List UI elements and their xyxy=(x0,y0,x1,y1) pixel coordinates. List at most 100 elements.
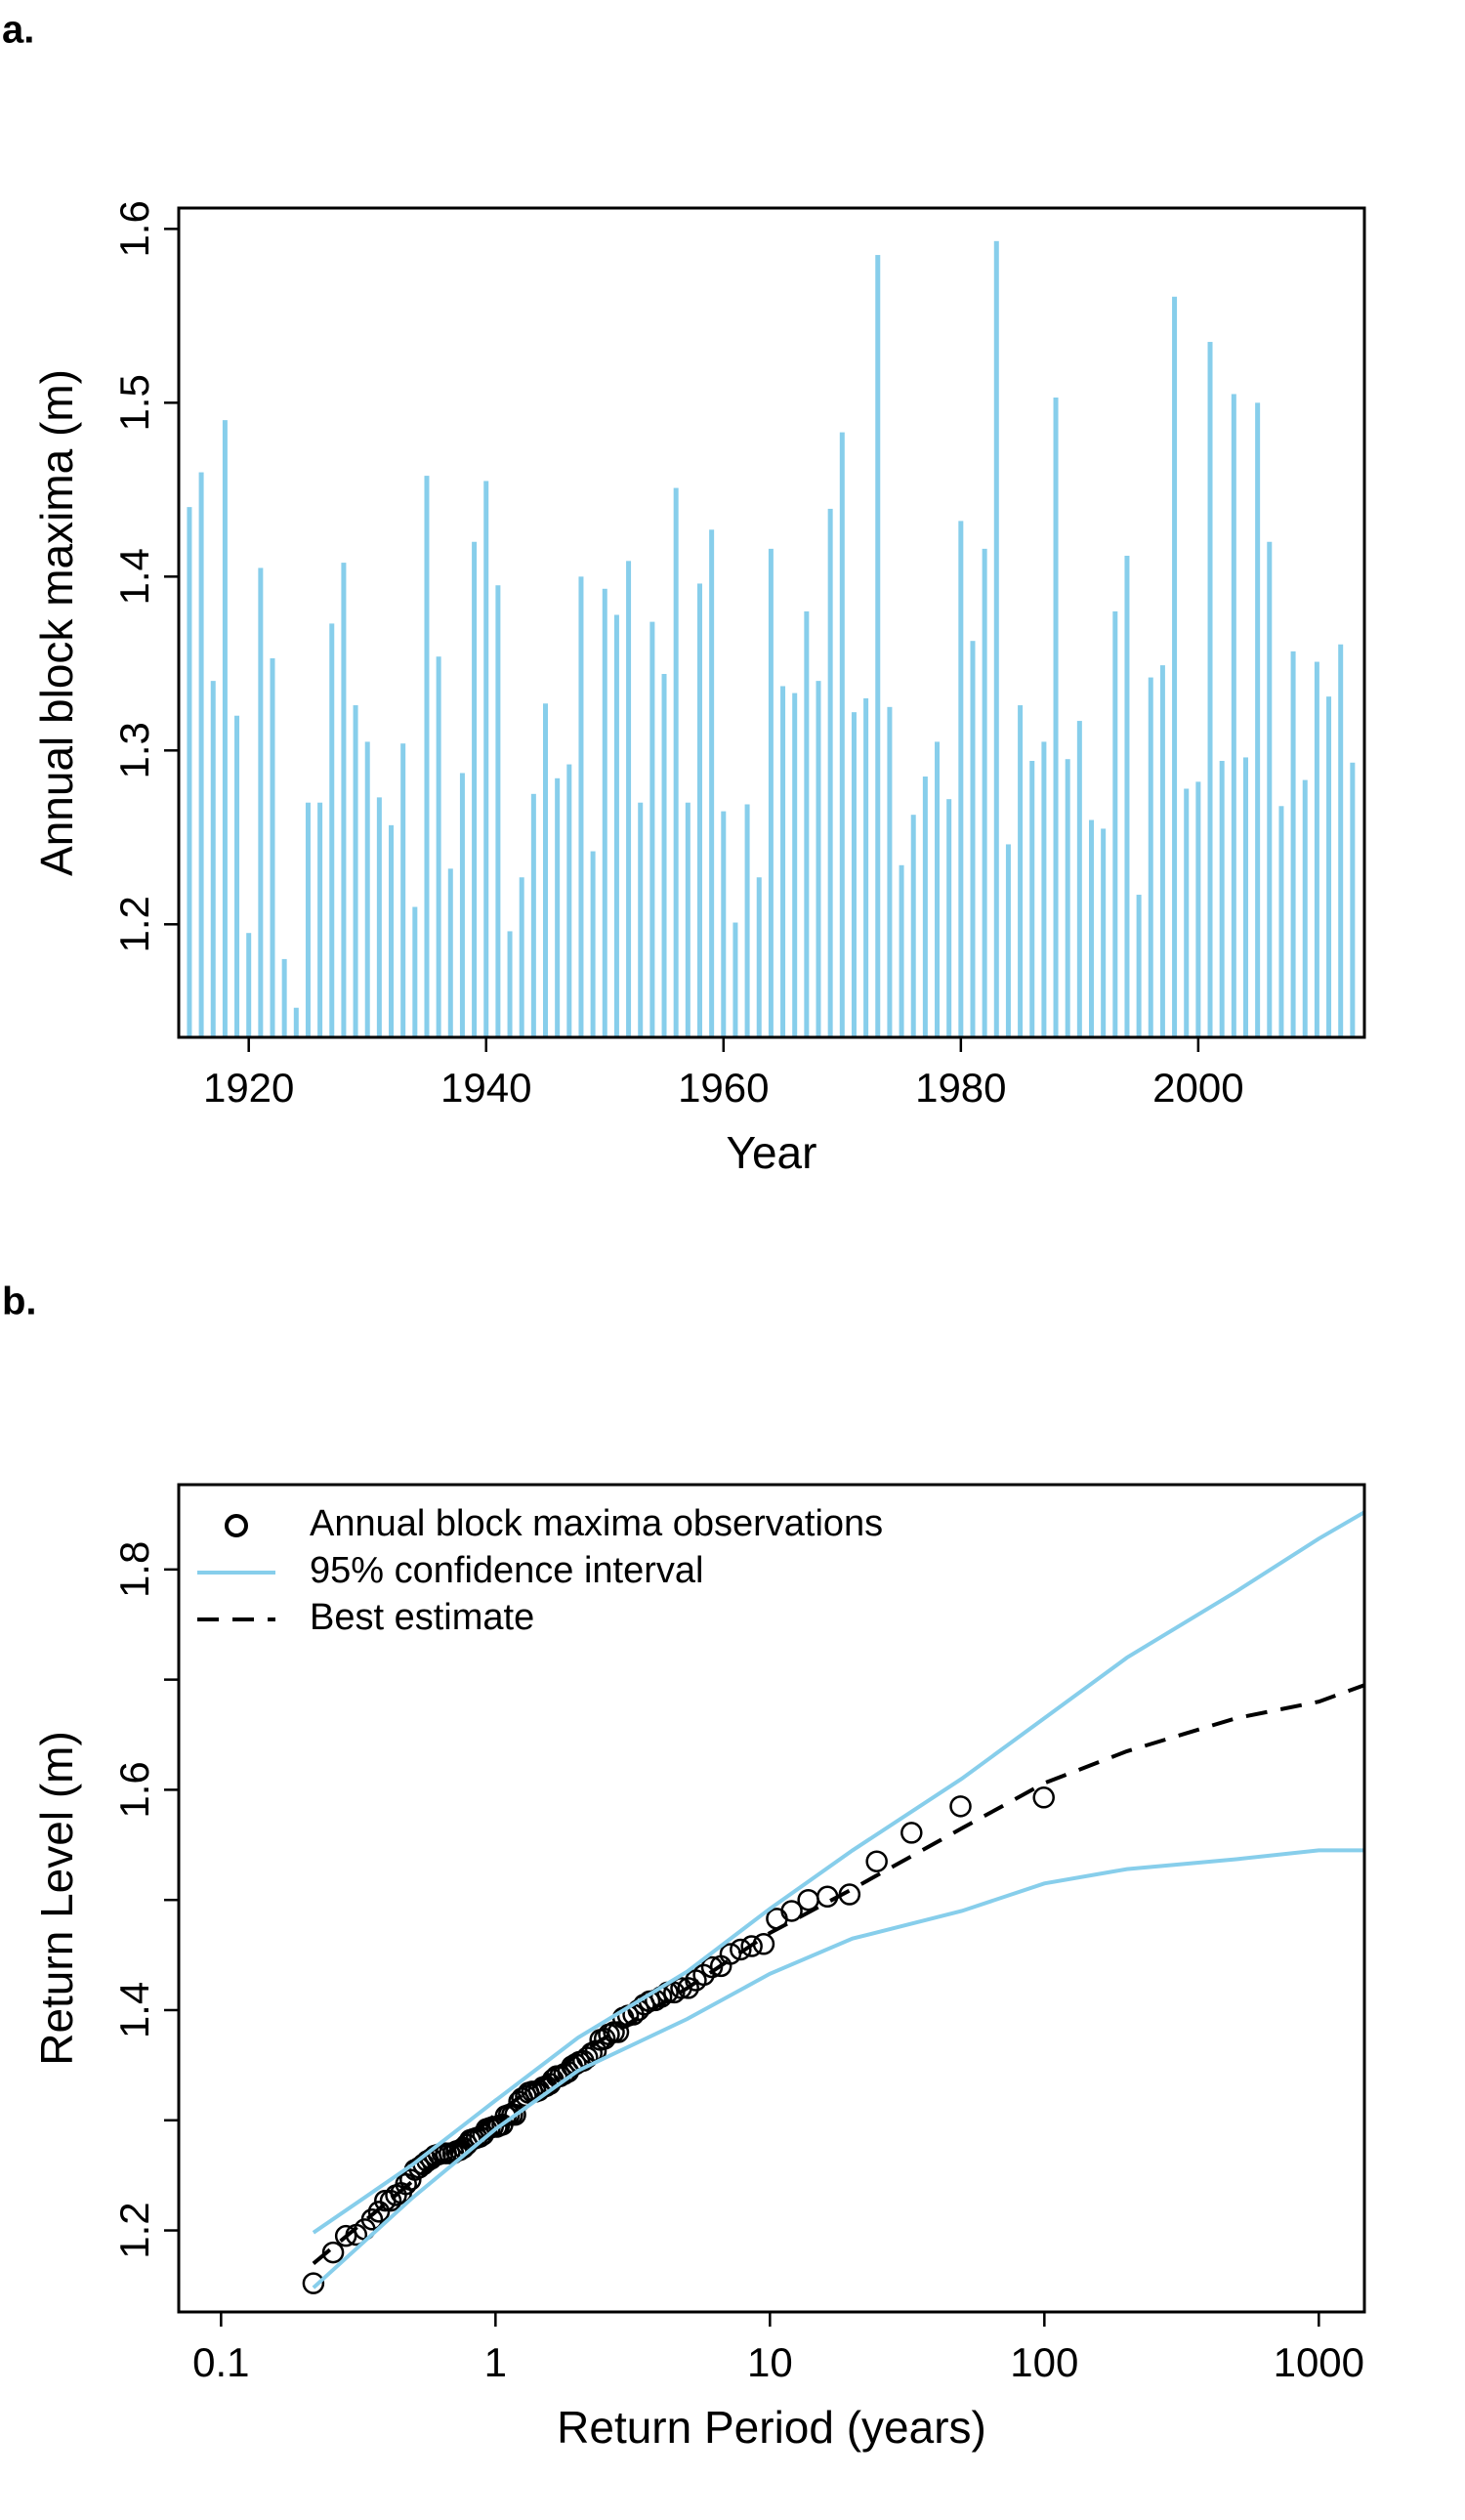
bar xyxy=(495,585,501,1037)
y-tick-label: 1.8 xyxy=(111,1541,157,1598)
bar xyxy=(270,657,275,1037)
bar xyxy=(210,681,216,1037)
bar xyxy=(341,563,347,1037)
bar xyxy=(519,877,524,1037)
bar xyxy=(317,802,323,1037)
bar xyxy=(530,793,536,1037)
y-tick-label: 1.6 xyxy=(111,200,157,257)
bar xyxy=(198,472,204,1037)
x-tick-label: 1960 xyxy=(678,1065,769,1111)
bar xyxy=(1219,761,1225,1037)
bar xyxy=(258,567,264,1037)
observation-point xyxy=(607,2021,630,2043)
bar xyxy=(887,706,893,1037)
bar xyxy=(673,487,679,1037)
bar xyxy=(935,741,941,1037)
x-tick-label: 1980 xyxy=(915,1065,1006,1111)
bar xyxy=(744,804,750,1037)
bar xyxy=(293,1007,299,1037)
bar xyxy=(1065,759,1070,1037)
bar xyxy=(816,681,821,1037)
bar xyxy=(709,529,715,1037)
bar xyxy=(661,674,667,1037)
bar xyxy=(1005,844,1011,1037)
y-tick-label: 1.2 xyxy=(111,2202,157,2258)
bar xyxy=(222,420,228,1037)
bar xyxy=(412,906,418,1037)
bar xyxy=(1338,644,1344,1037)
bar xyxy=(1231,394,1236,1037)
bar xyxy=(281,958,287,1037)
bar xyxy=(1089,819,1095,1037)
bar xyxy=(1041,741,1047,1037)
y-tick-label: 1.4 xyxy=(111,548,157,605)
observation-point xyxy=(321,2241,345,2264)
x-tick-label: 1 xyxy=(484,2339,507,2385)
legend-label: Annual block maxima observations xyxy=(310,1503,883,1544)
bar xyxy=(696,583,702,1037)
x-axis-title: Return Period (years) xyxy=(557,2402,986,2453)
bar xyxy=(364,741,370,1037)
bar xyxy=(958,521,964,1037)
bar xyxy=(780,686,786,1037)
legend-label: 95% confidence interval xyxy=(310,1550,703,1591)
bar xyxy=(1053,398,1059,1037)
bar xyxy=(459,773,465,1037)
bar xyxy=(993,240,999,1037)
observation-point xyxy=(692,1963,715,1987)
bar xyxy=(424,476,430,1038)
bar xyxy=(1148,677,1153,1037)
bar xyxy=(1302,779,1308,1037)
bar xyxy=(732,922,738,1037)
y-tick-label: 1.3 xyxy=(111,722,157,778)
ci-upper-line xyxy=(312,1510,1364,2235)
legend-label: Best estimate xyxy=(310,1597,534,1638)
bar xyxy=(1207,342,1213,1038)
bar xyxy=(376,797,382,1037)
bar xyxy=(970,641,976,1037)
bar xyxy=(851,712,857,1037)
y-axis-title: Return Level (m) xyxy=(31,1731,82,2066)
bar xyxy=(1101,828,1107,1037)
bar xyxy=(899,864,904,1037)
observation-point xyxy=(1032,1786,1055,1809)
observation-point xyxy=(302,2272,325,2294)
observation-point xyxy=(334,2224,357,2247)
bar xyxy=(389,824,395,1037)
bar xyxy=(1076,721,1082,1037)
x-tick-label: 100 xyxy=(1010,2339,1078,2385)
legend-symbol xyxy=(225,1514,248,1537)
bar xyxy=(1195,781,1201,1037)
bar xyxy=(1350,762,1356,1037)
y-tick-label: 1.6 xyxy=(111,1761,157,1818)
bar xyxy=(590,851,596,1037)
bar xyxy=(1172,296,1178,1038)
bar xyxy=(768,548,774,1037)
observation-point xyxy=(949,1795,972,1818)
x-tick-label: 1920 xyxy=(203,1065,294,1111)
bar xyxy=(626,561,632,1037)
bar xyxy=(1267,541,1273,1037)
panel-label: a. xyxy=(2,9,34,52)
bar xyxy=(792,693,798,1037)
bar xyxy=(187,507,192,1037)
observation-point xyxy=(740,1935,763,1957)
observation-point xyxy=(360,2208,384,2231)
bar xyxy=(566,764,572,1037)
bar xyxy=(922,777,928,1037)
bar xyxy=(638,802,644,1037)
observation-point xyxy=(865,1850,888,1872)
y-tick-label: 1.4 xyxy=(111,1982,157,2038)
bar xyxy=(483,481,489,1037)
bar xyxy=(1136,895,1142,1037)
bar xyxy=(555,777,561,1037)
observation-point xyxy=(780,1900,803,1922)
bar xyxy=(1326,696,1332,1037)
plot-frame xyxy=(177,1483,1366,2314)
bar xyxy=(827,508,833,1037)
bar xyxy=(982,548,987,1037)
bar xyxy=(804,610,810,1037)
bar xyxy=(721,811,727,1037)
bar xyxy=(1018,705,1024,1037)
